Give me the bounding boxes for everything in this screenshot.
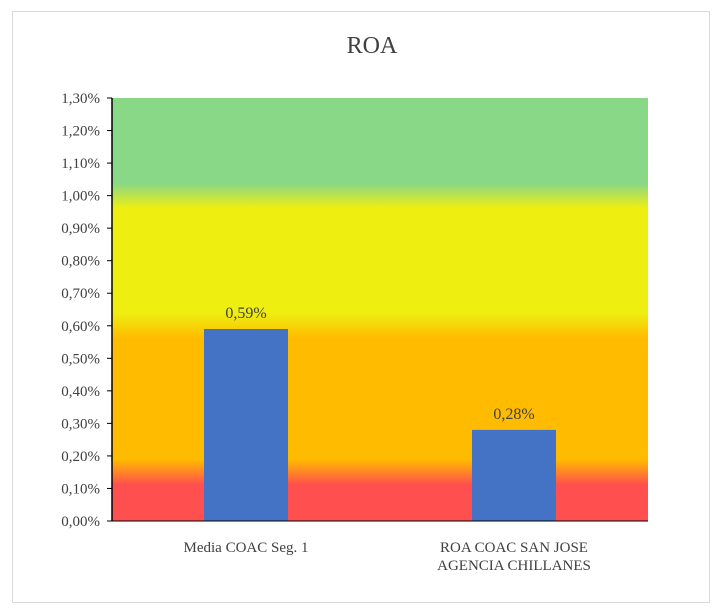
y-tick-label: 0,90% (61, 221, 100, 237)
bar (472, 429, 556, 521)
y-tick-label: 0,50% (61, 351, 100, 367)
y-tick-label: 0,20% (61, 449, 100, 465)
y-tick-label: 0,80% (61, 254, 100, 270)
bar-data-label: 0,59% (225, 305, 266, 322)
plot-background (112, 98, 648, 521)
y-tick-label: 0,70% (61, 286, 100, 302)
y-tick-label: 1,00% (61, 189, 100, 205)
y-tick-label: 0,00% (61, 514, 100, 530)
y-tick-label: 1,30% (61, 91, 100, 107)
y-tick-label: 1,10% (61, 156, 100, 172)
y-tick-label: 0,60% (61, 319, 100, 335)
x-category-label: ROA COAC SAN JOSE (440, 540, 588, 556)
y-tick-label: 0,30% (61, 416, 100, 432)
x-category-label: Media COAC Seg. 1 (184, 540, 309, 556)
x-category-label: AGENCIA CHILLANES (437, 558, 591, 574)
chart-title: ROA (347, 33, 398, 59)
bar (204, 329, 288, 521)
y-tick-label: 0,10% (61, 481, 100, 497)
y-tick-label: 1,20% (61, 124, 100, 140)
y-tick-label: 0,40% (61, 384, 100, 400)
bar-data-label: 0,28% (493, 406, 534, 423)
